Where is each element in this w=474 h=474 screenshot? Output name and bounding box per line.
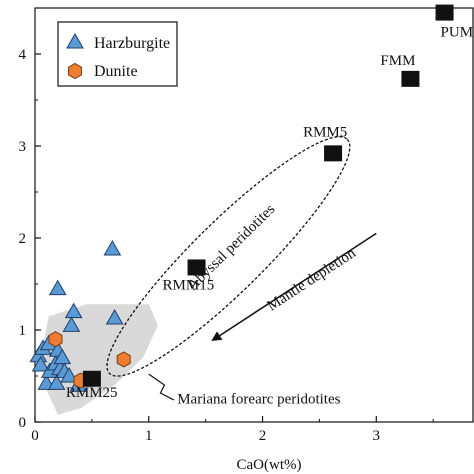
legend-dunite-icon (68, 62, 82, 80)
reference-point (324, 145, 343, 162)
reference-point-label: FMM (380, 53, 415, 69)
y-tick-label: 1 (19, 323, 27, 339)
harzburgite-point (103, 240, 122, 256)
y-tick-label: 0 (19, 415, 27, 431)
dunite-point (116, 351, 131, 368)
reference-point (187, 259, 206, 276)
harzburgite-point (105, 309, 124, 325)
reference-point-label: RMM25 (66, 385, 118, 401)
reference-point-label: RMM5 (303, 124, 347, 140)
harzburgite-point (62, 316, 81, 332)
y-tick-label: 3 (19, 139, 27, 155)
abyssal-peridotites-ellipse (106, 136, 351, 377)
data-points (29, 4, 454, 392)
harzburgite-point (64, 302, 83, 319)
legend: Harzburgite Dunite (57, 21, 178, 87)
reference-point (435, 4, 454, 21)
axis-ticks: 0 1 2 3 0 1 2 3 4 (19, 47, 434, 444)
plot-frame (34, 7, 474, 423)
dunite-point (48, 331, 63, 348)
mantle-depletion-arrow (211, 232, 377, 342)
reference-point (401, 70, 420, 87)
mariana-forearc-label: Mariana forearc peridotites (177, 392, 340, 408)
harzburgite-point (53, 348, 72, 365)
harzburgite-point (48, 279, 67, 296)
x-axis-title: CaO(wt%) (237, 457, 302, 473)
y-tick-label: 2 (19, 231, 27, 247)
harzburgite-point (60, 366, 78, 383)
legend-harzburgite-label: Harzburgite (94, 35, 170, 52)
x-tick-label: 3 (373, 428, 381, 444)
x-tick-label: 0 (31, 428, 39, 444)
point-labels: RMM25 RMM15 RMM5 FMM PUM (66, 25, 473, 401)
reference-point-label: RMM15 (163, 277, 215, 293)
mariana-pointer-line (148, 373, 175, 401)
y-tick-label: 4 (19, 47, 27, 63)
reference-point-label: PUM (441, 25, 474, 41)
reference-point (82, 370, 101, 387)
x-tick-label: 1 (145, 428, 153, 444)
legend-box (57, 21, 178, 87)
harzburgite-point (31, 355, 50, 372)
abyssal-peridotites-label: Abyssal peridotites (185, 201, 279, 293)
legend-dunite-label: Dunite (94, 63, 138, 80)
mantle-depletion-label: Mantle depletion (265, 245, 360, 314)
legend-harzburgite-icon (66, 32, 84, 49)
x-tick-label: 2 (259, 428, 267, 444)
